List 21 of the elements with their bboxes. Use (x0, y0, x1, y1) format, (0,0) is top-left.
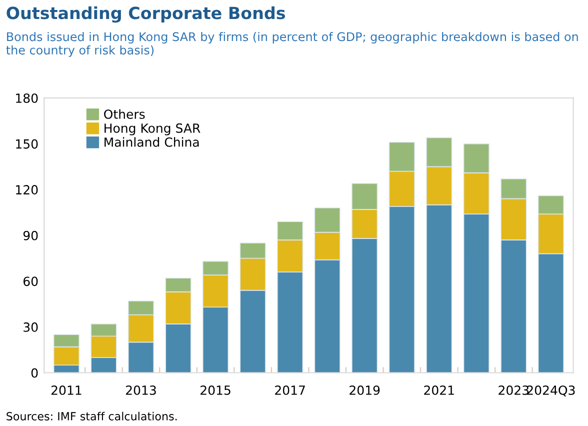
y-tick-label: 120 (16, 185, 38, 194)
legend-label: Others (104, 109, 145, 119)
y-tick-label: 90 (23, 230, 38, 240)
source-note: Sources: IMF staff calculations. (6, 412, 177, 420)
y-tick-label: 60 (24, 276, 38, 286)
x-tick-label: 2017 (275, 385, 305, 395)
chart-title: Outstanding Corporate Bonds (6, 6, 286, 23)
y-tick-label: 150 (16, 139, 38, 149)
x-tick-label: 2013 (126, 385, 156, 395)
y-tick-label: 0 (31, 368, 38, 378)
x-tick-label: 2024Q3 (527, 385, 575, 396)
legend-label: Hong Kong SAR (104, 123, 200, 136)
y-tick-label: 180 (16, 93, 38, 103)
chart-subtitle: Bonds issued in Hong Kong SAR by firms (in percent of GDP; geographic breakdown is based on the country of risk basis) (6, 32, 578, 57)
x-tick-label: 2021 (424, 385, 454, 395)
x-tick-label: 2019 (350, 385, 380, 395)
y-tick-label: 30 (24, 322, 38, 332)
x-tick-label: 2015 (200, 385, 230, 395)
x-tick-label: 2011 (51, 385, 82, 395)
legend-label: Mainland China (104, 137, 199, 147)
x-tick-label: 2023 (498, 385, 529, 395)
